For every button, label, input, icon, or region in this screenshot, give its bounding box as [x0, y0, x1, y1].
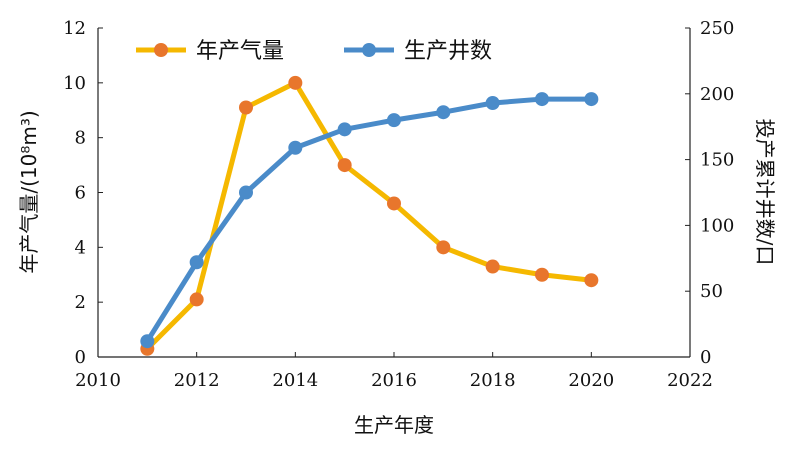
- left-y-tick-label: 10: [63, 73, 86, 94]
- left-y-tick-label: 12: [63, 18, 86, 39]
- legend-label-gas: 年产气量: [196, 39, 284, 64]
- legend-marker-wells: [362, 43, 376, 57]
- data-point-wells: [584, 92, 599, 107]
- series-group: [140, 75, 599, 356]
- series-line-gas: [145, 80, 592, 351]
- series-line-wells: [145, 96, 592, 343]
- x-tick-label: 2016: [371, 370, 417, 391]
- data-point-gas: [535, 267, 549, 282]
- left-y-tick-label: 6: [75, 183, 86, 204]
- data-point-wells: [387, 113, 401, 128]
- data-point-gas: [239, 100, 253, 115]
- left-y-tick-label: 8: [75, 128, 86, 149]
- right-y-tick-label: 0: [700, 347, 711, 368]
- data-point-wells: [485, 96, 500, 111]
- right-y-axis-title: 投产累计井数/口: [753, 119, 777, 266]
- left-y-axis-title: 年产气量/(10⁸m³): [17, 110, 41, 273]
- ticks: 2010 2012 2014 2016 2018 2020 2022024681012050…: [63, 18, 734, 391]
- left-y-tick-label: 2: [75, 292, 86, 313]
- legend: 年产气量 生产井数: [136, 39, 492, 64]
- x-tick-label: 2010: [75, 370, 121, 391]
- data-point-wells: [288, 140, 303, 155]
- data-point-gas: [337, 158, 352, 173]
- data-point-gas: [189, 292, 204, 307]
- x-tick-label: 2020: [568, 370, 614, 391]
- data-point-wells: [239, 185, 253, 200]
- data-point-gas: [584, 273, 599, 288]
- data-point-gas: [387, 196, 401, 211]
- data-point-wells: [140, 334, 155, 349]
- left-y-tick-label: 0: [75, 347, 86, 368]
- data-point-gas: [436, 240, 451, 255]
- right-y-tick-label: 100: [700, 215, 734, 236]
- data-point-wells: [189, 255, 204, 270]
- data-point-gas: [288, 75, 303, 90]
- legend-marker-gas: [154, 43, 168, 57]
- left-y-tick-label: 4: [75, 237, 86, 258]
- right-y-tick-label: 250: [700, 18, 734, 39]
- right-y-tick-label: 200: [700, 84, 734, 105]
- x-tick-label: 2012: [174, 370, 220, 391]
- x-tick-label: 2014: [272, 370, 318, 391]
- data-point-gas: [485, 259, 500, 274]
- right-y-tick-label: 150: [700, 150, 734, 171]
- legend-label-wells: 生产井数: [404, 39, 492, 64]
- x-tick-label: 2018: [470, 370, 516, 391]
- x-axis-title: 生产年度: [354, 413, 434, 437]
- data-point-wells: [436, 105, 451, 120]
- x-tick-label: 2022: [667, 370, 713, 391]
- data-point-wells: [535, 92, 549, 107]
- right-y-tick-label: 50: [700, 281, 723, 302]
- data-point-wells: [337, 122, 352, 137]
